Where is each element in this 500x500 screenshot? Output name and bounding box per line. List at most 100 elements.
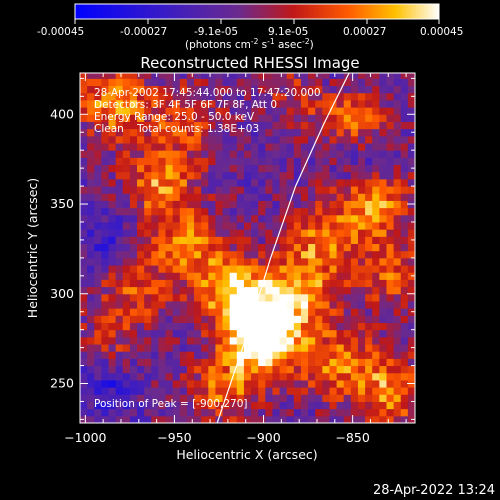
heatmap-cell (215, 236, 224, 245)
heatmap-cell (329, 157, 338, 166)
heatmap-cell (172, 243, 181, 252)
heatmap-cell (165, 408, 174, 417)
heatmap-cell (108, 394, 117, 402)
heatmap-cell (201, 200, 209, 209)
heatmap-cell (372, 143, 380, 151)
heatmap-cell (350, 99, 359, 108)
heatmap-cell (343, 157, 352, 166)
heatmap-cell (179, 322, 188, 331)
heatmap-cell (186, 78, 195, 87)
heatmap-cell (165, 336, 174, 345)
heatmap-cell (379, 272, 387, 280)
heatmap-cell (336, 99, 345, 108)
heatmap-cell (336, 214, 345, 223)
heatmap-cell (279, 379, 288, 388)
heatmap-cell (179, 243, 188, 252)
heatmap-cell (243, 265, 252, 273)
heatmap-cell (236, 207, 245, 216)
heatmap-cell (215, 250, 224, 259)
heatmap-cell (329, 214, 338, 223)
heatmap-cell (172, 207, 181, 216)
heatmap-cell (222, 250, 231, 259)
heatmap-cell (186, 99, 195, 108)
heatmap-cell (279, 214, 288, 223)
heatmap-cell (172, 171, 181, 180)
heatmap-cell (372, 279, 380, 288)
heatmap-cell (279, 114, 288, 122)
heatmap-cell (222, 214, 231, 223)
heatmap-cell (201, 257, 209, 266)
heatmap-cell (243, 221, 252, 230)
heatmap-cell (393, 257, 402, 266)
heatmap-cell (329, 200, 338, 209)
heatmap-cell (286, 344, 295, 352)
heatmap-cell (137, 121, 145, 130)
heatmap-cell (300, 351, 309, 359)
heatmap-cell (101, 114, 110, 122)
heatmap-cell (286, 351, 295, 359)
heatmap-cell (208, 401, 216, 410)
heatmap-cell (222, 135, 231, 144)
heatmap-cell (179, 135, 188, 144)
heatmap-cell (286, 358, 295, 367)
heatmap-cell (194, 143, 202, 151)
heatmap-cell (315, 207, 323, 216)
heatmap-cell (194, 114, 202, 122)
heatmap-cell (286, 293, 295, 302)
heatmap-cell (386, 92, 395, 101)
heatmap-cell (279, 78, 288, 87)
heatmap-cell (94, 322, 102, 331)
heatmap-cell (94, 85, 102, 94)
heatmap-cell (350, 207, 359, 216)
heatmap-cell (400, 257, 409, 266)
heatmap-cell (194, 344, 202, 352)
heatmap-cell (329, 336, 338, 345)
heatmap-cell (108, 171, 117, 180)
heatmap-cell (101, 193, 110, 201)
heatmap-cell (329, 171, 338, 180)
heatmap-cell (201, 193, 209, 201)
heatmap-cell (87, 293, 95, 302)
heatmap-cell (80, 114, 88, 122)
heatmap-cell (393, 329, 402, 338)
heatmap-cell (350, 85, 359, 94)
heatmap-cell (293, 300, 302, 309)
heatmap-cell (236, 322, 245, 331)
heatmap-cell (393, 293, 402, 302)
heatmap-cell (372, 293, 380, 302)
heatmap-cell (350, 143, 359, 151)
heatmap-cell (329, 107, 338, 115)
heatmap-cell (87, 408, 95, 417)
heatmap-cell (165, 214, 174, 223)
heatmap-cell (393, 78, 402, 87)
heatmap-cell (329, 257, 338, 266)
heatmap-cell (229, 114, 238, 122)
heatmap-cell (265, 387, 273, 395)
heatmap-cell (286, 78, 295, 87)
heatmap-cell (229, 308, 238, 316)
heatmap-cell (400, 358, 409, 367)
heatmap-cell (243, 372, 252, 381)
heatmap-cell (186, 351, 195, 359)
heatmap-cell (365, 214, 373, 223)
heatmap-cell (357, 171, 366, 180)
heatmap-cell (315, 157, 323, 166)
colorbar-tick-label: 0.00027 (343, 26, 386, 38)
x-tick-label: −850 (335, 430, 369, 445)
heatmap-cell (129, 135, 138, 144)
heatmap-cell (308, 207, 316, 216)
heatmap-cell (258, 344, 266, 352)
heatmap-cell (407, 372, 415, 381)
heatmap-cell (94, 157, 102, 166)
heatmap-cell (122, 186, 131, 194)
heatmap-cell (386, 207, 395, 216)
heatmap-cell (208, 73, 216, 79)
heatmap-cell (343, 214, 352, 223)
heatmap-cell (158, 308, 167, 316)
heatmap-cell (336, 372, 345, 381)
heatmap-cell (137, 387, 145, 395)
heatmap-cell (151, 150, 159, 158)
heatmap-cell (179, 365, 188, 374)
heatmap-cell (236, 150, 245, 158)
heatmap-cell (215, 207, 224, 216)
